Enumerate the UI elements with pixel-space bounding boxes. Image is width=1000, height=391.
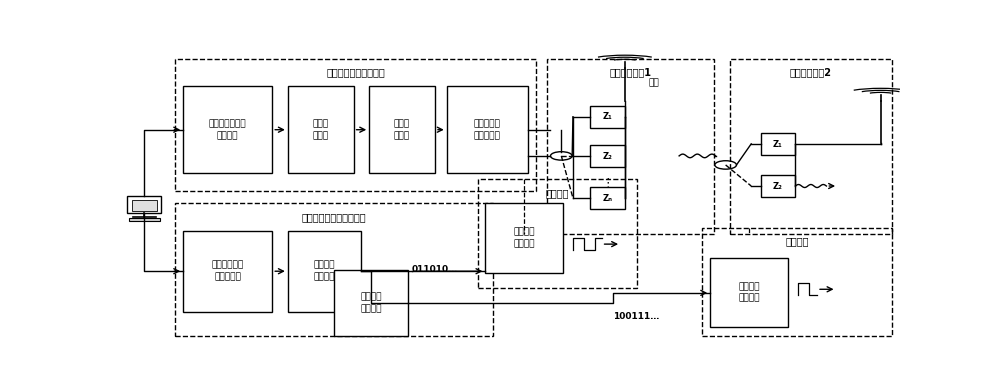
- Text: 信息编
码模块: 信息编 码模块: [313, 119, 329, 140]
- Text: 数字电平
转换模块: 数字电平 转换模块: [513, 228, 535, 249]
- Text: 阻抗切换模块1: 阻抗切换模块1: [610, 67, 652, 77]
- Text: 100111…: 100111…: [613, 312, 660, 321]
- FancyBboxPatch shape: [447, 86, 528, 173]
- FancyBboxPatch shape: [129, 218, 160, 221]
- Text: 隐蔽信息获取
及存储模块: 隐蔽信息获取 及存储模块: [212, 261, 244, 282]
- Text: 隐蔽信息
编码模块: 隐蔽信息 编码模块: [314, 261, 335, 282]
- FancyBboxPatch shape: [334, 270, 408, 336]
- FancyBboxPatch shape: [590, 106, 625, 128]
- Text: ⋮: ⋮: [601, 178, 614, 190]
- Text: Z₂: Z₂: [602, 152, 612, 161]
- Text: 天线: 天线: [648, 79, 659, 88]
- Text: 隐蔽信息获取及调制模块: 隐蔽信息获取及调制模块: [302, 212, 367, 222]
- Text: 恒定包络信号发射模块: 恒定包络信号发射模块: [326, 67, 385, 77]
- Text: 011010…: 011010…: [412, 265, 458, 274]
- FancyBboxPatch shape: [761, 133, 795, 155]
- Text: 控制模块: 控制模块: [545, 188, 569, 198]
- Text: 通信数据存储及
读取模块: 通信数据存储及 读取模块: [209, 119, 246, 140]
- Text: 干扰信号
产生模块: 干扰信号 产生模块: [360, 292, 382, 313]
- FancyBboxPatch shape: [761, 175, 795, 197]
- Text: Z₁: Z₁: [773, 140, 783, 149]
- Text: Zₙ: Zₙ: [602, 194, 612, 203]
- FancyBboxPatch shape: [485, 203, 563, 273]
- FancyBboxPatch shape: [590, 145, 625, 167]
- Text: 控制模块: 控制模块: [786, 236, 809, 246]
- FancyBboxPatch shape: [710, 258, 788, 327]
- FancyBboxPatch shape: [183, 86, 272, 173]
- Text: 数字电平
转换模块: 数字电平 转换模块: [738, 282, 760, 303]
- FancyBboxPatch shape: [127, 196, 161, 213]
- FancyBboxPatch shape: [183, 231, 272, 312]
- FancyBboxPatch shape: [288, 86, 354, 173]
- Text: 恒定包络信
号调制模块: 恒定包络信 号调制模块: [474, 119, 501, 140]
- Text: 阻抗切换模块2: 阻抗切换模块2: [790, 67, 832, 77]
- Text: Z₁: Z₁: [603, 113, 612, 122]
- Text: Z₂: Z₂: [773, 182, 783, 191]
- FancyBboxPatch shape: [369, 86, 435, 173]
- Text: 协议组
帧模块: 协议组 帧模块: [394, 119, 410, 140]
- FancyBboxPatch shape: [590, 187, 625, 210]
- FancyBboxPatch shape: [132, 199, 157, 211]
- FancyBboxPatch shape: [288, 231, 361, 312]
